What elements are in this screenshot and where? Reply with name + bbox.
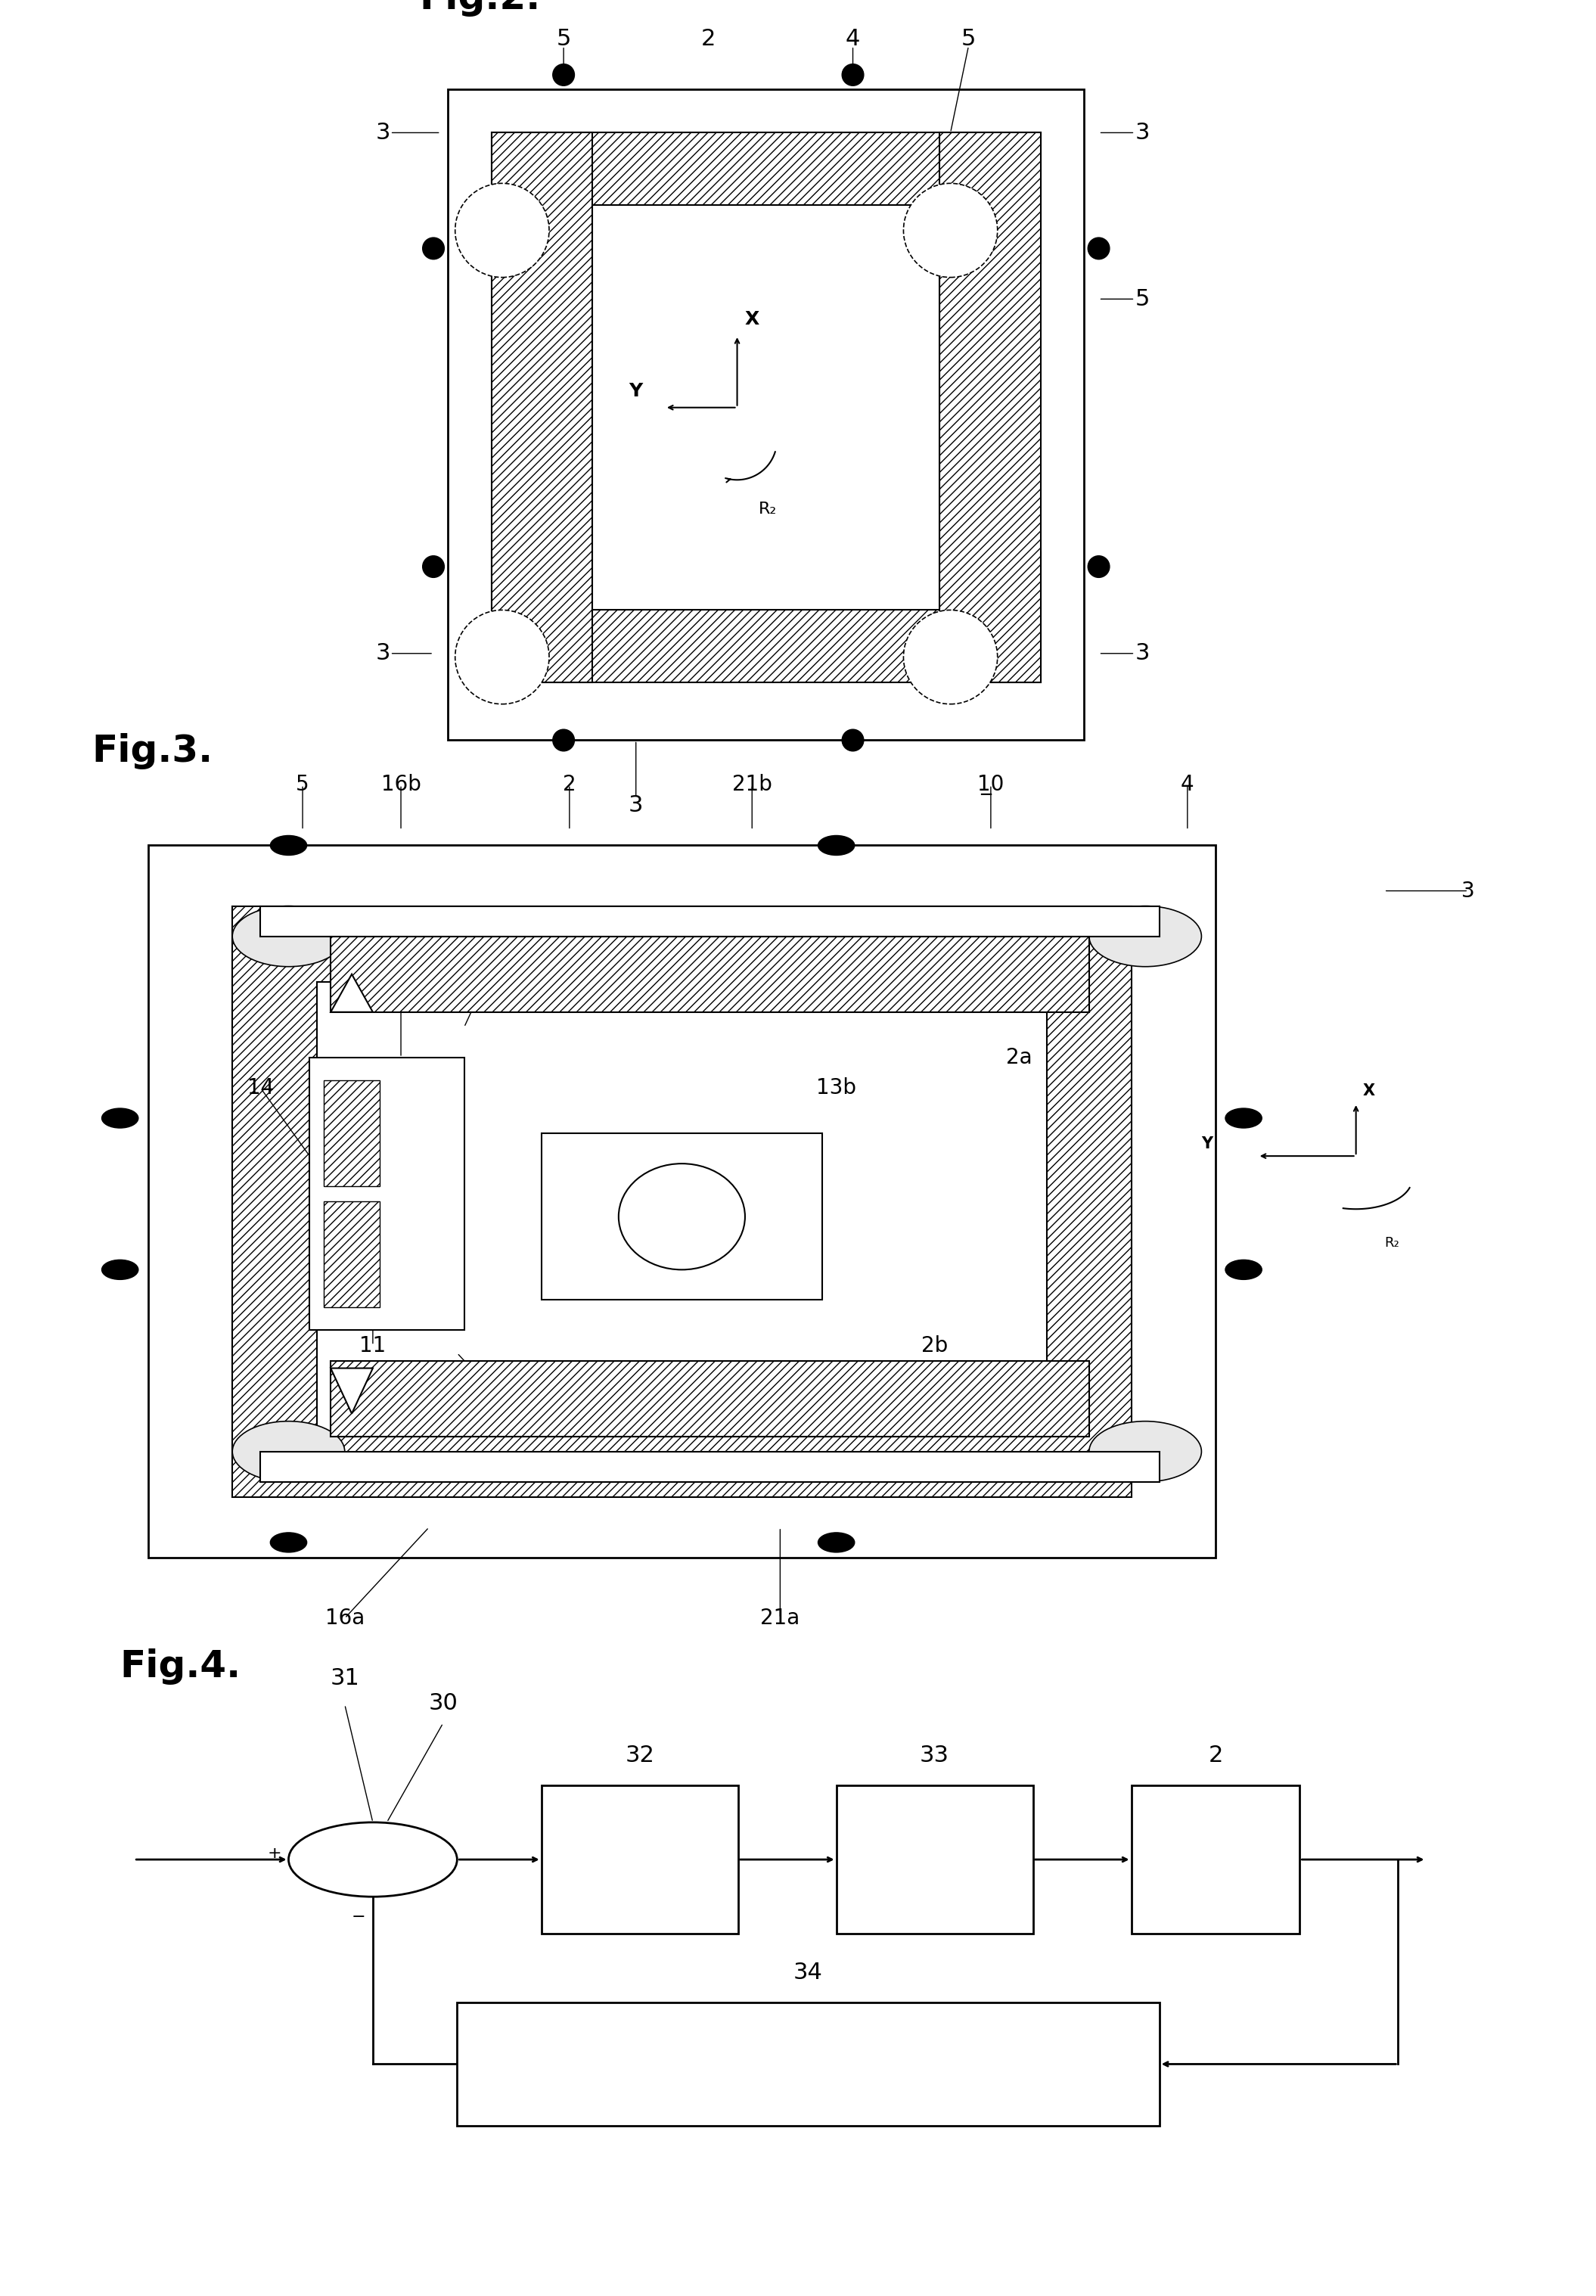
Circle shape — [1088, 236, 1109, 259]
Text: 32: 32 — [626, 1745, 654, 1766]
Text: 30: 30 — [428, 1692, 458, 1715]
Text: 12a: 12a — [466, 1373, 504, 1394]
Text: 2: 2 — [563, 774, 576, 794]
Text: R₂: R₂ — [758, 501, 777, 517]
Bar — [492, 553, 1041, 682]
Text: 2b: 2b — [921, 1334, 948, 1357]
Text: 14: 14 — [247, 1077, 275, 1097]
Text: +: + — [268, 1846, 281, 1860]
Text: 34: 34 — [793, 1961, 824, 1984]
Circle shape — [1226, 1261, 1262, 1279]
Bar — [592, 204, 940, 611]
Circle shape — [1088, 556, 1109, 579]
Bar — [324, 1079, 380, 1187]
Circle shape — [1088, 907, 1202, 967]
Circle shape — [1226, 1109, 1262, 1127]
Text: 2a: 2a — [1005, 1047, 1033, 1068]
Text: 13b: 13b — [816, 1077, 857, 1097]
Text: Fig.2.: Fig.2. — [420, 0, 539, 16]
Bar — [260, 907, 1159, 937]
Polygon shape — [330, 1368, 373, 1414]
Text: 12b: 12b — [381, 971, 421, 992]
Text: 21a: 21a — [760, 1607, 800, 1628]
Text: 31: 31 — [330, 1667, 359, 1690]
FancyBboxPatch shape — [541, 1786, 737, 1933]
Bar — [148, 845, 1216, 1557]
Circle shape — [233, 1421, 345, 1481]
Bar — [330, 937, 1088, 1013]
Text: 15: 15 — [472, 971, 498, 992]
Text: X: X — [1363, 1084, 1376, 1097]
Text: 33: 33 — [919, 1745, 950, 1766]
Circle shape — [1088, 1421, 1202, 1481]
Text: 2: 2 — [701, 28, 715, 51]
Circle shape — [270, 836, 306, 854]
Text: 3: 3 — [629, 794, 643, 817]
Text: Y: Y — [629, 381, 643, 400]
Circle shape — [552, 730, 575, 751]
Text: 5: 5 — [1135, 287, 1149, 310]
Text: X: X — [744, 310, 760, 328]
Bar — [330, 1362, 1088, 1437]
Circle shape — [270, 1534, 306, 1552]
Bar — [448, 90, 1084, 739]
Text: 5: 5 — [295, 774, 310, 794]
Text: 16b: 16b — [381, 774, 421, 794]
Bar — [260, 1451, 1159, 1481]
Circle shape — [843, 730, 863, 751]
Text: −: − — [351, 1910, 365, 1924]
Circle shape — [819, 836, 854, 854]
Circle shape — [903, 611, 998, 705]
Bar — [492, 133, 592, 682]
Text: 10: 10 — [977, 774, 1004, 794]
Text: R₂: R₂ — [1384, 1235, 1400, 1249]
Text: 4: 4 — [1181, 774, 1194, 794]
Circle shape — [455, 611, 549, 705]
FancyBboxPatch shape — [1132, 1786, 1299, 1933]
Bar — [541, 1134, 822, 1300]
Text: 3: 3 — [375, 643, 389, 664]
Text: WT: WT — [777, 1169, 811, 1189]
Bar — [316, 983, 1047, 1437]
Circle shape — [819, 1534, 854, 1552]
Bar — [310, 1058, 464, 1329]
Text: 13a: 13a — [1028, 1373, 1066, 1394]
Text: Fig.3.: Fig.3. — [93, 732, 212, 769]
Circle shape — [423, 236, 444, 259]
Text: 4: 4 — [846, 28, 860, 51]
Circle shape — [233, 907, 345, 967]
Circle shape — [903, 184, 998, 278]
Text: 5: 5 — [557, 28, 571, 51]
Text: 3: 3 — [1462, 879, 1475, 902]
FancyBboxPatch shape — [456, 2002, 1159, 2126]
Bar — [324, 1201, 380, 1309]
Text: 21b: 21b — [733, 774, 772, 794]
Circle shape — [552, 64, 575, 85]
Circle shape — [423, 556, 444, 579]
Circle shape — [289, 1823, 456, 1896]
Circle shape — [102, 1109, 139, 1127]
Text: 5: 5 — [961, 28, 975, 51]
FancyBboxPatch shape — [836, 1786, 1033, 1933]
Circle shape — [455, 184, 549, 278]
Text: 3: 3 — [1135, 122, 1149, 145]
Polygon shape — [330, 974, 373, 1013]
Bar — [233, 907, 1132, 1497]
Text: Fig.4.: Fig.4. — [120, 1649, 241, 1685]
Text: 11: 11 — [359, 1334, 386, 1357]
Text: 3: 3 — [375, 122, 389, 145]
Text: 16a: 16a — [326, 1607, 364, 1628]
Text: Y: Y — [1202, 1137, 1213, 1153]
Text: 3: 3 — [1135, 643, 1149, 664]
Circle shape — [843, 64, 863, 85]
Text: 2: 2 — [1208, 1745, 1223, 1766]
Circle shape — [102, 1261, 139, 1279]
Ellipse shape — [619, 1164, 745, 1270]
Bar — [940, 133, 1041, 682]
Bar — [492, 133, 1041, 264]
